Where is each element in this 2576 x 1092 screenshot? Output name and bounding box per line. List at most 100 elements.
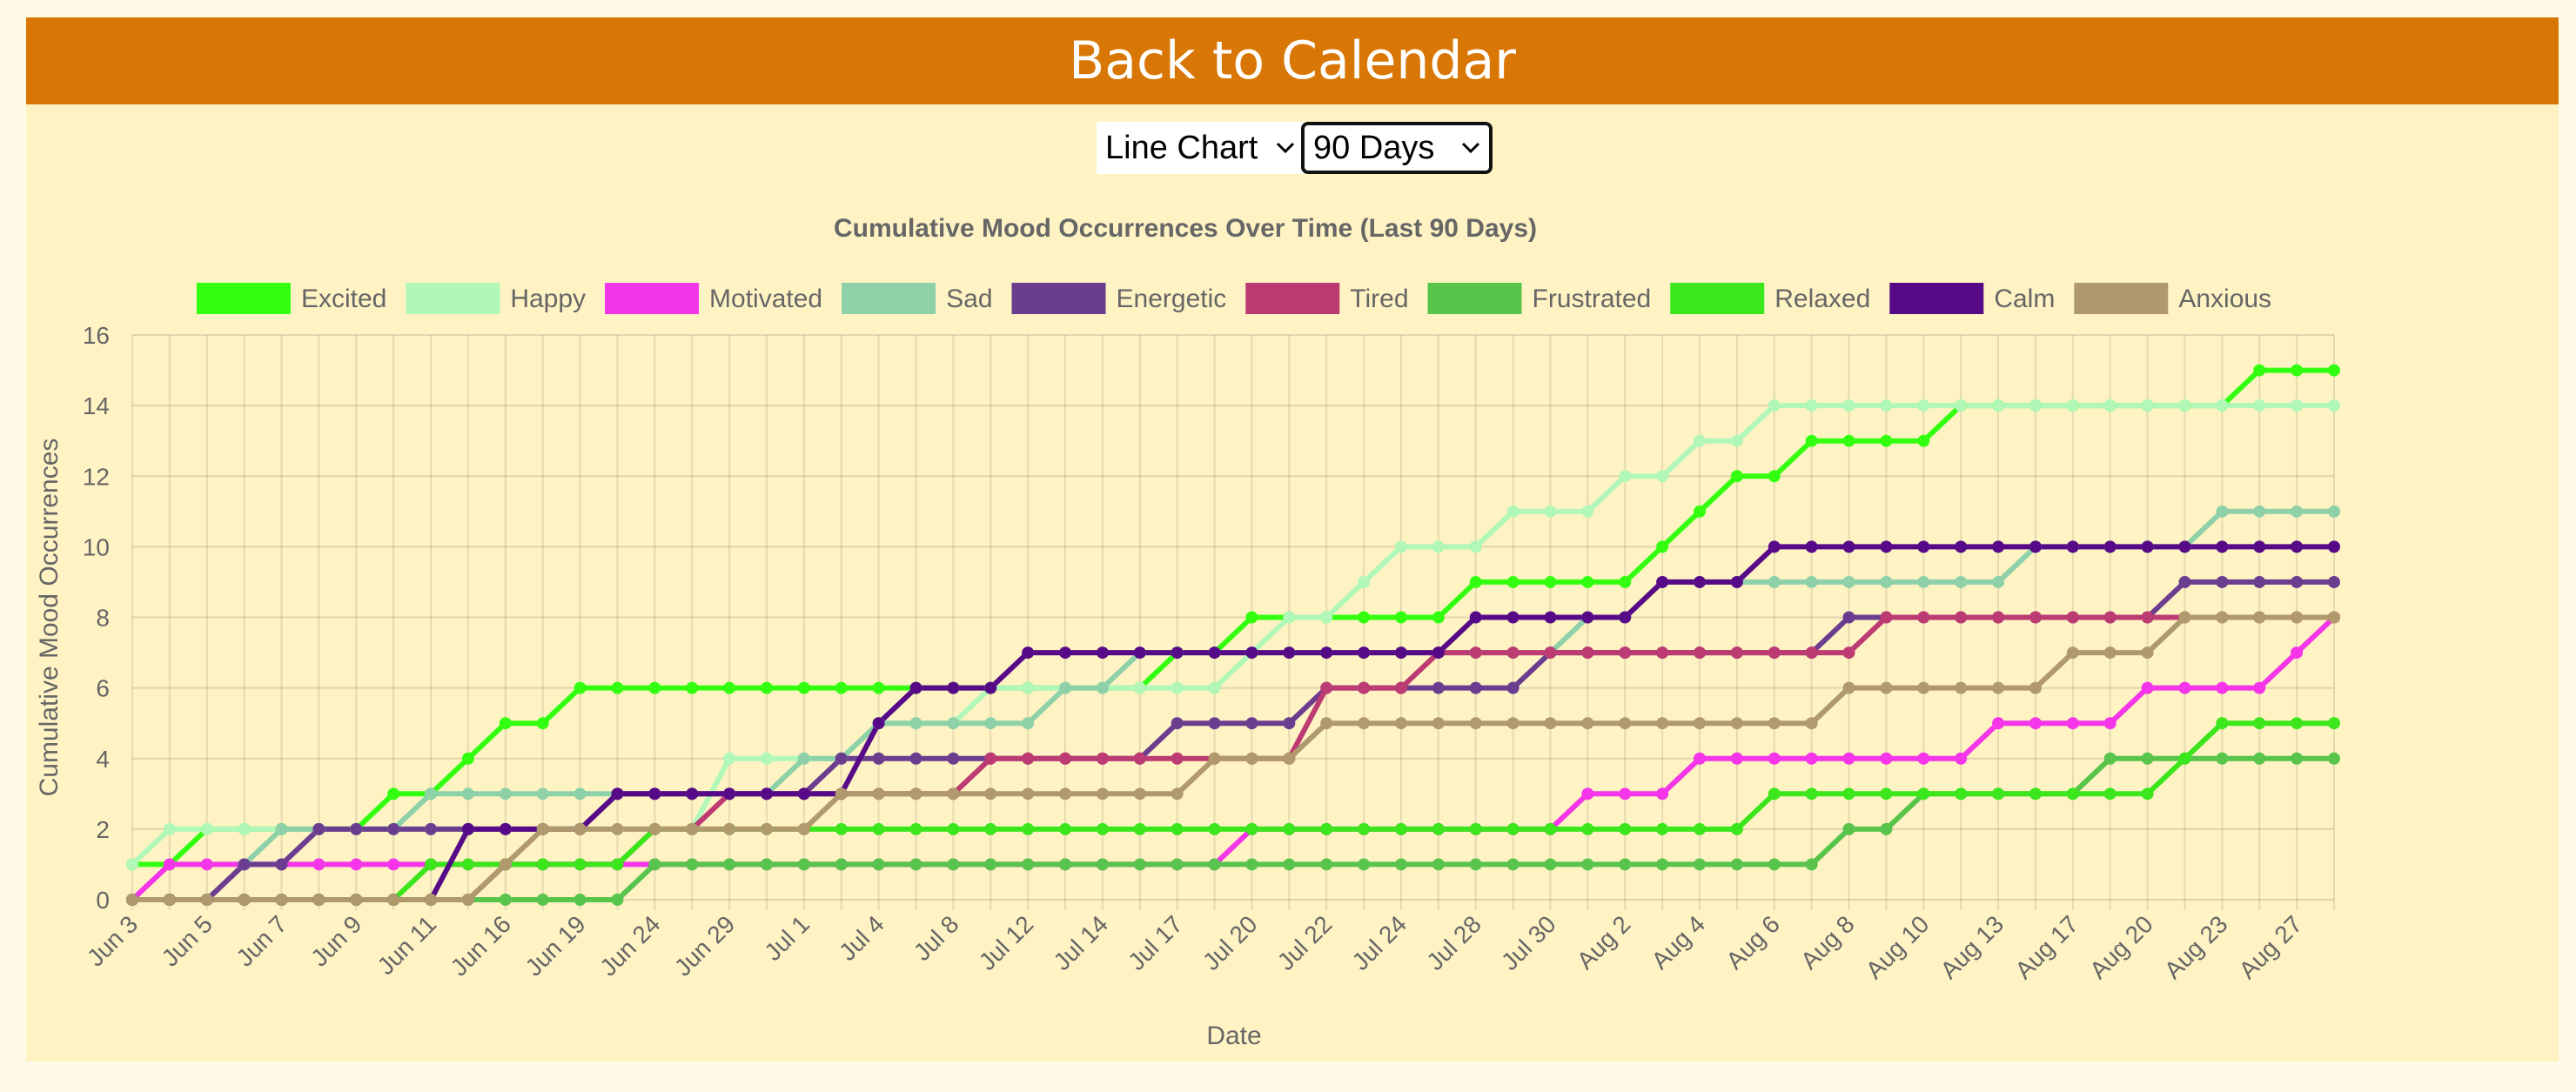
data-point — [1245, 858, 1258, 871]
data-point — [686, 681, 699, 694]
data-point — [1208, 646, 1221, 660]
series-line — [132, 720, 2334, 902]
data-point — [1171, 717, 1184, 730]
data-point — [648, 822, 661, 835]
data-point — [574, 681, 587, 694]
data-point — [611, 681, 624, 694]
data-point — [1133, 787, 1146, 801]
legend-swatch — [605, 283, 700, 314]
data-point — [984, 822, 997, 835]
data-point — [872, 681, 885, 694]
data-point — [1096, 646, 1109, 660]
data-point — [947, 822, 960, 835]
x-tick-label: Aug 20 — [2084, 910, 2158, 984]
data-point — [1358, 717, 1371, 730]
data-point — [1208, 681, 1221, 694]
data-point — [2141, 540, 2154, 553]
y-tick-label: 16 — [83, 322, 110, 349]
data-point — [275, 822, 288, 835]
data-point — [1694, 717, 1707, 730]
data-point — [1283, 822, 1296, 835]
data-point — [2253, 611, 2266, 624]
data-point — [2066, 787, 2079, 801]
data-point — [2253, 752, 2266, 765]
data-point — [2291, 399, 2304, 412]
data-point — [2029, 787, 2042, 801]
data-point — [984, 717, 997, 730]
data-point — [611, 894, 624, 906]
data-point — [947, 752, 960, 765]
data-point — [1805, 434, 1818, 447]
legend-swatch — [1889, 283, 1984, 314]
data-point — [2029, 540, 2042, 553]
data-point — [238, 822, 251, 835]
data-point — [126, 894, 138, 906]
data-point — [1283, 752, 1296, 765]
data-point — [2253, 575, 2266, 588]
data-point — [1992, 611, 2005, 624]
data-point — [1768, 575, 1781, 588]
legend-label: Frustrated — [1533, 285, 1652, 313]
data-point — [2328, 717, 2340, 730]
data-point — [835, 822, 848, 835]
data-point — [163, 894, 176, 906]
data-point — [1022, 822, 1035, 835]
legend-label: Calm — [1994, 285, 2055, 313]
data-point — [760, 787, 773, 801]
data-point — [1245, 646, 1258, 660]
data-point — [1469, 717, 1482, 730]
data-point — [1581, 858, 1594, 871]
data-point — [275, 894, 288, 906]
x-tick-label: Jun 16 — [446, 910, 516, 981]
data-point — [872, 717, 885, 730]
x-tick-label: Jul 17 — [1123, 910, 1188, 975]
data-point — [1022, 858, 1035, 871]
data-point — [1283, 858, 1296, 871]
data-point — [1469, 646, 1482, 660]
data-point — [1171, 681, 1184, 694]
data-point — [1022, 752, 1035, 765]
data-point — [2178, 575, 2191, 588]
data-point — [499, 787, 512, 801]
legend-label: Tired — [1350, 285, 1408, 313]
x-tick-label: Aug 27 — [2234, 910, 2308, 984]
data-point — [2216, 752, 2229, 765]
data-point — [1320, 717, 1333, 730]
data-point — [1656, 575, 1669, 588]
data-point — [1730, 717, 1743, 730]
chart-type-select[interactable]: Line Chart — [1097, 122, 1304, 174]
data-point — [2066, 399, 2079, 412]
data-point — [2253, 540, 2266, 553]
data-point — [1768, 858, 1781, 871]
data-point — [1469, 540, 1482, 553]
data-point — [1469, 681, 1482, 694]
data-point — [425, 822, 438, 835]
data-point — [1581, 787, 1594, 801]
data-point — [1245, 822, 1258, 835]
x-tick-label: Aug 10 — [1861, 910, 1935, 984]
data-point — [2291, 752, 2304, 765]
data-point — [648, 787, 661, 801]
data-point — [1320, 646, 1333, 660]
data-point — [536, 894, 549, 906]
data-point — [1656, 787, 1669, 801]
data-point — [1768, 787, 1781, 801]
data-point — [1171, 787, 1184, 801]
data-point — [536, 787, 549, 801]
data-point — [760, 681, 773, 694]
data-point — [984, 787, 997, 801]
range-select[interactable]: 90 Days — [1301, 122, 1493, 174]
data-point — [1730, 752, 1743, 765]
x-tick-label: Jul 20 — [1197, 910, 1263, 975]
x-tick-label: Jul 8 — [909, 910, 964, 966]
data-point — [1842, 822, 1855, 835]
x-tick-label: Jul 12 — [974, 910, 1039, 975]
back-to-calendar-button[interactable]: Back to Calendar — [26, 17, 2559, 104]
data-point — [387, 858, 400, 871]
data-point — [760, 858, 773, 871]
data-point — [1544, 646, 1557, 660]
data-point — [686, 787, 699, 801]
data-point — [2178, 681, 2191, 694]
data-point — [1992, 540, 2005, 553]
data-point — [2253, 364, 2266, 377]
